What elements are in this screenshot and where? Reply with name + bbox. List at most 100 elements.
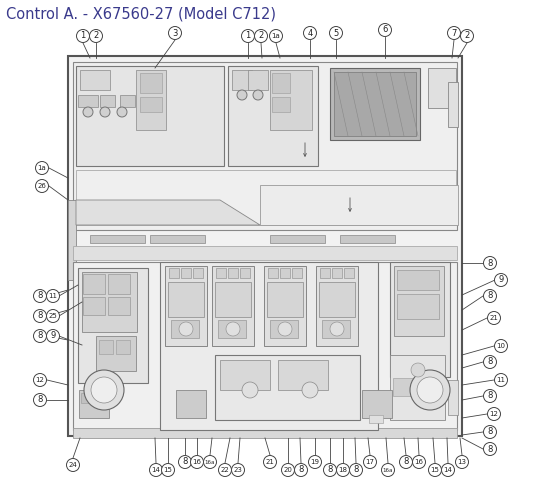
Text: Control A. - X67560-27 (Model C712): Control A. - X67560-27 (Model C712) [6,6,276,21]
Text: 8: 8 [487,292,492,301]
Bar [116,340,130,354]
Circle shape [382,464,394,477]
Circle shape [226,322,240,336]
Circle shape [179,322,193,336]
Text: 1a: 1a [38,165,46,171]
Circle shape [263,455,277,469]
Bar [90,235,145,243]
Bar [140,73,162,93]
Circle shape [429,464,441,477]
Bar [448,380,458,415]
Circle shape [34,310,46,323]
Circle shape [488,312,500,325]
Circle shape [330,322,344,336]
Circle shape [90,29,102,43]
Text: 17: 17 [366,459,375,465]
Circle shape [350,464,362,477]
Circle shape [488,408,500,420]
Circle shape [410,370,450,410]
Text: 19: 19 [311,459,319,465]
Circle shape [34,374,46,387]
Circle shape [456,455,469,469]
Text: 24: 24 [69,462,77,468]
Bar [264,266,306,346]
Circle shape [417,377,443,403]
Text: 8: 8 [182,458,188,467]
Bar [76,170,456,225]
Text: 23: 23 [233,467,243,473]
Text: 8: 8 [353,466,359,475]
Circle shape [483,390,497,403]
Circle shape [91,377,117,403]
Text: 22: 22 [221,467,229,473]
Bar [215,355,360,420]
Bar [73,62,457,230]
Text: 15: 15 [431,467,439,473]
Circle shape [46,330,60,342]
Circle shape [34,394,46,407]
Bar [423,384,433,396]
Bar [272,97,290,112]
Bar [150,235,205,243]
Circle shape [254,29,268,43]
Bar [268,268,278,278]
Bar [228,66,318,166]
Bar [110,384,120,396]
Bar [228,268,238,278]
Circle shape [495,339,507,352]
Polygon shape [76,200,260,225]
Circle shape [364,455,376,469]
Bar [344,268,354,278]
Bar [212,266,254,346]
Circle shape [241,29,254,43]
Circle shape [495,273,507,286]
Bar [73,262,457,430]
Bar [267,282,303,317]
Bar [78,268,148,383]
Text: 2: 2 [93,31,99,40]
Text: 16: 16 [415,459,424,465]
Text: 8: 8 [487,357,492,366]
Text: 8: 8 [487,392,492,401]
Bar [232,70,252,90]
Text: 20: 20 [284,467,293,473]
Text: 8: 8 [298,466,304,475]
Bar [394,266,444,336]
Bar [120,95,135,107]
Bar [136,70,166,130]
Text: 5: 5 [333,28,338,37]
Text: 1a: 1a [272,33,280,39]
Bar [97,384,107,396]
Bar [78,95,98,107]
Circle shape [46,310,60,323]
Text: 8: 8 [487,444,492,453]
Bar [165,266,207,346]
Text: 21: 21 [490,315,498,321]
Bar [83,297,105,315]
Bar [292,268,302,278]
Bar [322,320,350,338]
Bar [270,320,298,338]
Text: 16a: 16a [205,460,215,465]
Circle shape [161,464,174,477]
Text: 25: 25 [49,313,58,319]
Bar [99,340,113,354]
Circle shape [84,370,124,410]
Bar [73,428,457,438]
Text: 8: 8 [37,312,43,321]
Circle shape [302,382,318,398]
Bar [215,282,251,317]
Bar [278,360,328,390]
Bar [176,390,206,418]
Circle shape [281,464,295,477]
Text: 1: 1 [80,31,86,40]
Circle shape [253,90,263,100]
Circle shape [100,107,110,117]
Circle shape [270,29,282,43]
Text: 6: 6 [382,25,387,34]
Bar [340,235,395,243]
Circle shape [483,442,497,455]
Text: 13: 13 [457,459,466,465]
Circle shape [149,464,163,477]
Bar [73,246,457,260]
